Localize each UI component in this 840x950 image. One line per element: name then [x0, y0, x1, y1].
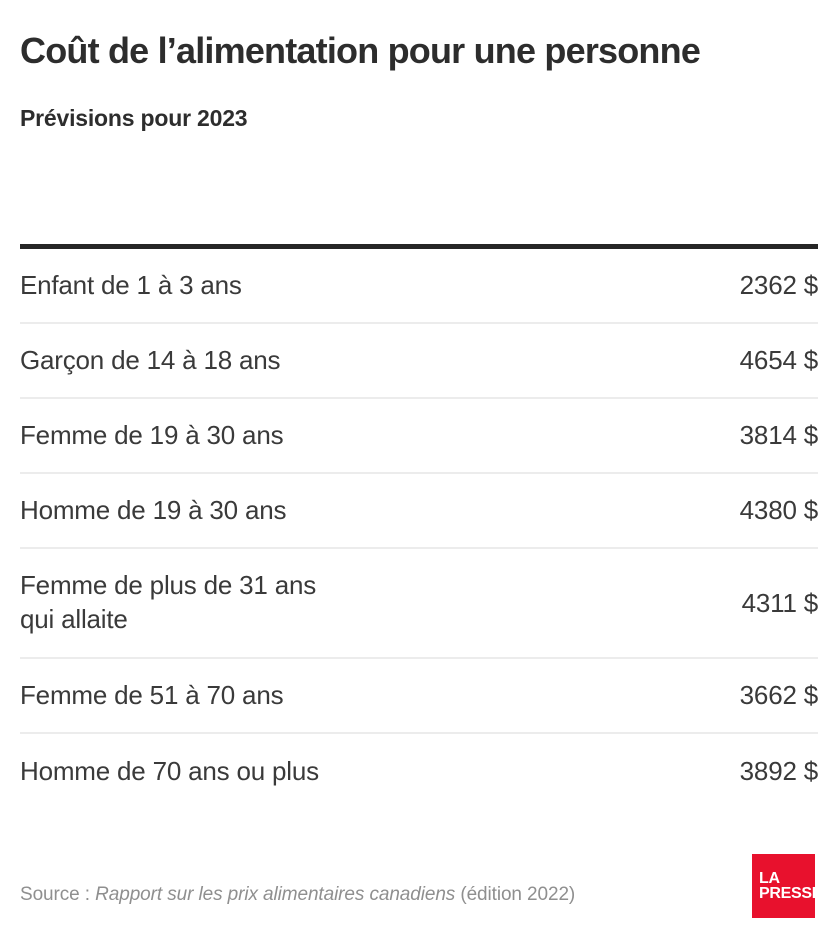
row-label: Garçon de 14 à 18 ans [20, 344, 281, 375]
logo-line-1: LA [759, 869, 780, 887]
row-label: Femme de 19 à 30 ans [20, 419, 284, 450]
page-title: Coût de l’alimentation pour une personne [20, 30, 701, 71]
row-value: 3662 $ [739, 680, 819, 710]
table-row: Enfant de 1 à 3 ans 2362 $ [20, 249, 818, 324]
source-report-title: Rapport sur les prix alimentaires canadi… [95, 884, 456, 905]
row-label: Homme de 70 ans ou plus [20, 755, 319, 786]
row-value: 2362 $ [739, 270, 819, 300]
logo-line-2: PRESSE [759, 885, 823, 902]
cost-table: Enfant de 1 à 3 ans 2362 $ Garçon de 14 … [20, 244, 818, 809]
table-row: Femme de 51 à 70 ans 3662 $ [20, 659, 818, 734]
table-row: Homme de 19 à 30 ans 4380 $ [20, 474, 818, 549]
row-value: 3892 $ [739, 756, 819, 786]
row-value: 3814 $ [739, 420, 819, 450]
row-value: 4654 $ [739, 345, 819, 375]
row-value: 4380 $ [739, 495, 819, 525]
table-row: Homme de 70 ans ou plus 3892 $ [20, 734, 818, 809]
row-label: Femme de plus de 31 ans qui allaite [20, 570, 317, 634]
table-row: Femme de 19 à 30 ans 3814 $ [20, 399, 818, 474]
row-value: 4311 $ [741, 587, 819, 618]
lapresse-logo: LA PRESSE [752, 854, 823, 918]
page-subtitle: Prévisions pour 2023 [20, 105, 248, 131]
row-label: Femme de 51 à 70 ans [20, 679, 284, 710]
row-label: Enfant de 1 à 3 ans [20, 269, 242, 300]
source-prefix: Source : [20, 884, 96, 905]
table-row: Femme de plus de 31 ans qui allaite 4311… [20, 549, 818, 659]
source-note: Source : Rapport sur les prix alimentair… [20, 884, 575, 906]
row-label: Homme de 19 à 30 ans [20, 494, 287, 525]
source-suffix: (édition 2022) [455, 884, 576, 905]
table-row: Garçon de 14 à 18 ans 4654 $ [20, 324, 818, 399]
